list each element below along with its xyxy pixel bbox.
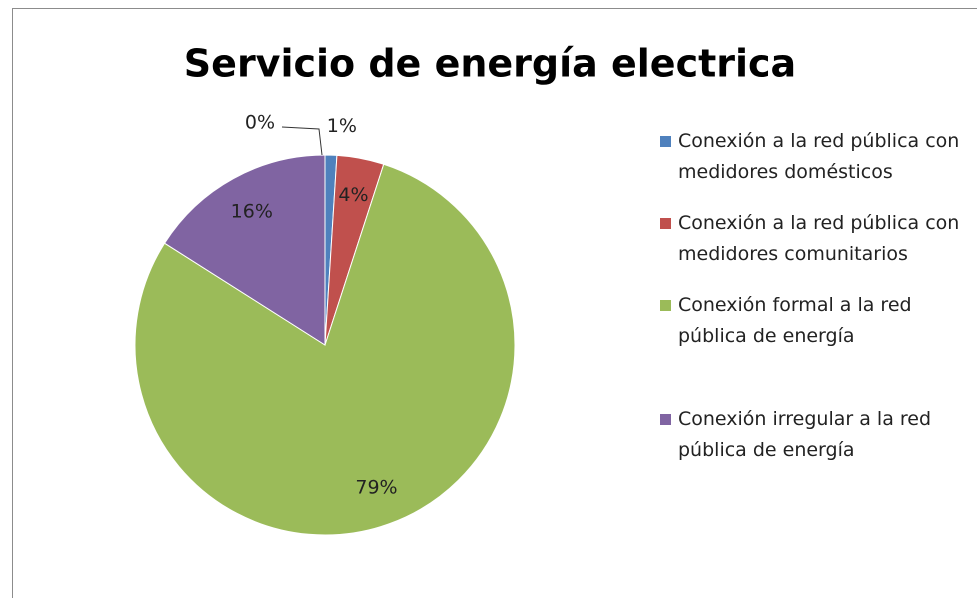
data-label: 16% — [231, 200, 273, 222]
legend-label: Conexión irregular a la red pública de e… — [678, 408, 932, 461]
pie-slice — [163, 154, 326, 346]
legend-swatch — [660, 300, 671, 311]
legend-label: Conexión a la red pública con medidores … — [678, 130, 960, 183]
chart-frame — [12, 8, 977, 598]
legend-entry: Conexión irregular a la red pública de e… — [660, 404, 968, 466]
chart-title: Servicio de energía electrica — [184, 42, 796, 86]
leader-line — [281, 126, 323, 156]
legend-label: Conexión a la red pública con medidores … — [678, 212, 960, 265]
data-label: 79% — [355, 477, 397, 499]
legend-entry: Conexión a la red pública con medidores … — [660, 126, 968, 188]
data-label: 1% — [327, 115, 357, 137]
legend-entry: Conexión a la red pública con medidores … — [660, 208, 968, 270]
pie-slice — [134, 163, 516, 536]
legend-label: Conexión formal a la red pública de ener… — [678, 294, 912, 347]
legend-swatch — [660, 218, 671, 229]
legend-swatch — [660, 414, 671, 425]
legend-entry: Conexión formal a la red pública de ener… — [660, 290, 968, 352]
legend-swatch — [660, 136, 671, 147]
legend: Conexión a la red pública con medidores … — [660, 126, 970, 466]
data-label: 4% — [338, 184, 368, 206]
data-label: 0% — [245, 112, 275, 134]
